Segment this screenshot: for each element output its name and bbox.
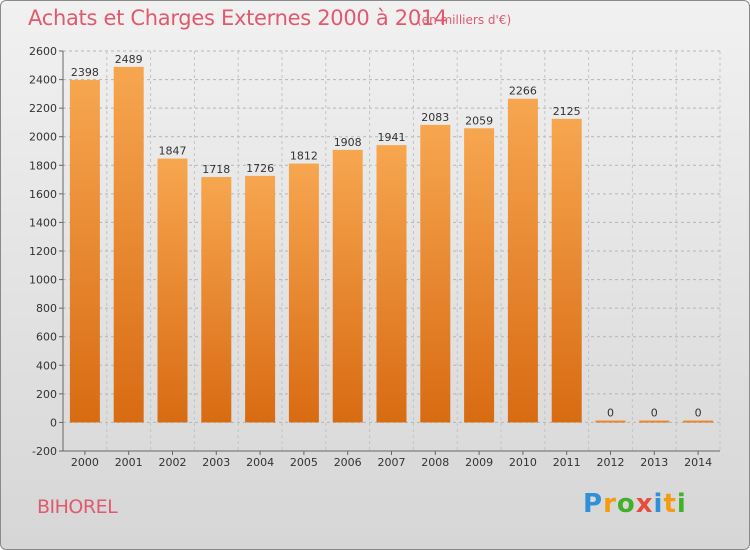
x-tick-label: 2012 [597, 456, 625, 469]
bar [420, 124, 451, 423]
data-label: 2059 [465, 114, 493, 127]
bar [69, 79, 100, 423]
data-label: 2083 [421, 111, 449, 124]
bar [683, 420, 714, 423]
y-tick-label: 800 [36, 302, 57, 315]
bar-chart: -200020040060080010001200140016001800200… [29, 45, 721, 469]
axes: -200020040060080010001200140016001800200… [29, 45, 720, 469]
y-tick-label: 1400 [29, 216, 57, 229]
data-label: 1941 [378, 131, 406, 144]
x-tick-label: 2001 [115, 456, 143, 469]
logo-letter: o [616, 489, 636, 519]
y-tick-label: 600 [36, 331, 57, 344]
bar [288, 163, 319, 423]
data-label: 1726 [246, 162, 274, 175]
x-tick-label: 2003 [202, 456, 230, 469]
x-tick-label: 2005 [290, 456, 318, 469]
logo-letter: i [676, 489, 687, 519]
data-label: 2125 [553, 105, 581, 118]
x-tick-label: 2006 [334, 456, 362, 469]
logo-letter: t [663, 489, 677, 519]
data-label: 0 [695, 406, 702, 419]
y-tick-label: -200 [32, 445, 57, 458]
x-tick-label: 2004 [246, 456, 274, 469]
bar [507, 98, 538, 423]
y-tick-label: 1800 [29, 159, 57, 172]
y-tick-label: 2600 [29, 45, 57, 58]
y-tick-label: 1200 [29, 245, 57, 258]
bar [595, 420, 626, 423]
x-tick-label: 2009 [465, 456, 493, 469]
x-tick-label: 2007 [378, 456, 406, 469]
x-tick-label: 2014 [684, 456, 712, 469]
bar [639, 420, 670, 423]
y-tick-label: 200 [36, 388, 57, 401]
logo-letter: P [583, 489, 604, 519]
logo-letter: x [635, 489, 654, 519]
data-label: 1812 [290, 150, 318, 163]
x-tick-label: 2010 [509, 456, 537, 469]
x-tick-label: 2008 [421, 456, 449, 469]
bar [245, 175, 276, 423]
chart-title: Achats et Charges Externes 2000 à 2014 [28, 6, 448, 30]
proxiti-logo: Proxiti [583, 489, 687, 519]
y-tick-label: 2000 [29, 131, 57, 144]
bar [376, 145, 407, 423]
y-tick-label: 0 [50, 416, 57, 429]
x-tick-label: 2011 [553, 456, 581, 469]
data-label: 2266 [509, 85, 537, 98]
bar [113, 66, 144, 423]
x-tick-label: 2013 [640, 456, 668, 469]
data-label: 1847 [159, 145, 187, 158]
bar [464, 128, 495, 423]
y-tick-label: 2200 [29, 102, 57, 115]
data-label: 1718 [202, 163, 230, 176]
y-tick-label: 1000 [29, 274, 57, 287]
bars [69, 66, 714, 423]
data-label: 2398 [71, 66, 99, 79]
y-tick-label: 2400 [29, 74, 57, 87]
data-labels: 2398 2489 1847 1718 1726 1812 1908 1941 2083 2059… [71, 53, 702, 420]
bar [157, 158, 188, 423]
city-name: BIHOREL [37, 496, 118, 518]
chart-subtitle: (en milliers d'€) [417, 13, 512, 27]
logo-letter: i [653, 489, 664, 519]
x-tick-label: 2002 [159, 456, 187, 469]
logo-letter: r [603, 489, 617, 519]
x-tick-label: 2000 [71, 456, 99, 469]
y-tick-label: 1600 [29, 188, 57, 201]
data-label: 0 [607, 406, 614, 419]
data-label: 0 [651, 406, 658, 419]
y-tick-label: 400 [36, 359, 57, 372]
data-label: 2489 [115, 53, 143, 66]
bar [551, 118, 582, 423]
data-label: 1908 [334, 136, 362, 149]
bar [201, 177, 232, 423]
bar [332, 149, 363, 423]
